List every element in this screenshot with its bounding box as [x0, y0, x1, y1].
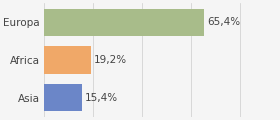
Text: 15,4%: 15,4%: [85, 93, 118, 103]
Bar: [44, 9, 204, 36]
Text: 65,4%: 65,4%: [207, 17, 240, 27]
Bar: [44, 84, 82, 111]
Text: 19,2%: 19,2%: [94, 55, 127, 65]
Bar: [44, 46, 91, 74]
